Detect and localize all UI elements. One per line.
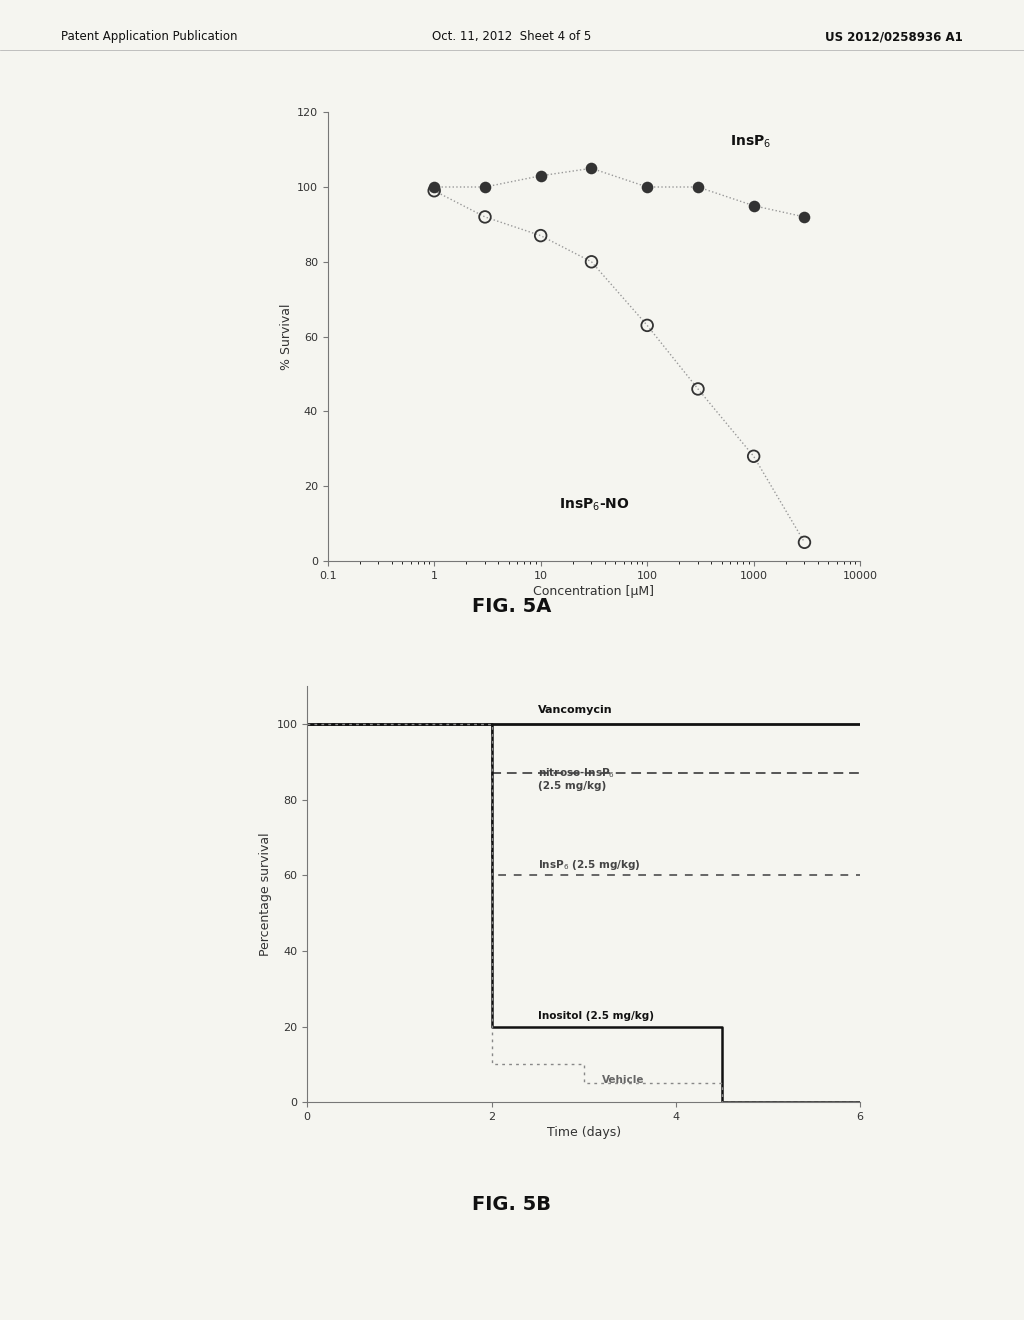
Point [639,177,655,198]
Point [584,251,600,272]
Point [797,206,813,227]
Text: nitroso-InsP$_6$
(2.5 mg/kg): nitroso-InsP$_6$ (2.5 mg/kg) [538,766,614,791]
Y-axis label: % Survival: % Survival [280,304,293,370]
Point [745,195,762,216]
Point [584,158,600,180]
Text: Vancomycin: Vancomycin [538,705,612,715]
Point [639,315,655,337]
Point [426,177,442,198]
Text: InsP$_6$: InsP$_6$ [730,133,771,150]
Point [690,177,707,198]
Text: Vehicle: Vehicle [602,1076,645,1085]
Text: Oct. 11, 2012  Sheet 4 of 5: Oct. 11, 2012 Sheet 4 of 5 [432,30,592,44]
Text: InsP$_6$-NO: InsP$_6$-NO [559,496,630,513]
Point [532,165,549,186]
Text: Patent Application Publication: Patent Application Publication [61,30,238,44]
Point [426,180,442,201]
Text: InsP$_6$ (2.5 mg/kg): InsP$_6$ (2.5 mg/kg) [538,858,640,871]
X-axis label: Time (days): Time (days) [547,1126,621,1139]
Point [797,532,813,553]
Point [477,177,494,198]
Text: Inositol (2.5 mg/kg): Inositol (2.5 mg/kg) [538,1011,653,1022]
Text: FIG. 5B: FIG. 5B [472,1195,552,1213]
Text: FIG. 5A: FIG. 5A [472,597,552,615]
Y-axis label: Percentage survival: Percentage survival [259,833,272,956]
Point [690,379,707,400]
X-axis label: Concentration [μM]: Concentration [μM] [534,585,654,598]
Text: US 2012/0258936 A1: US 2012/0258936 A1 [824,30,963,44]
Point [745,446,762,467]
Point [477,206,494,227]
Point [532,226,549,247]
